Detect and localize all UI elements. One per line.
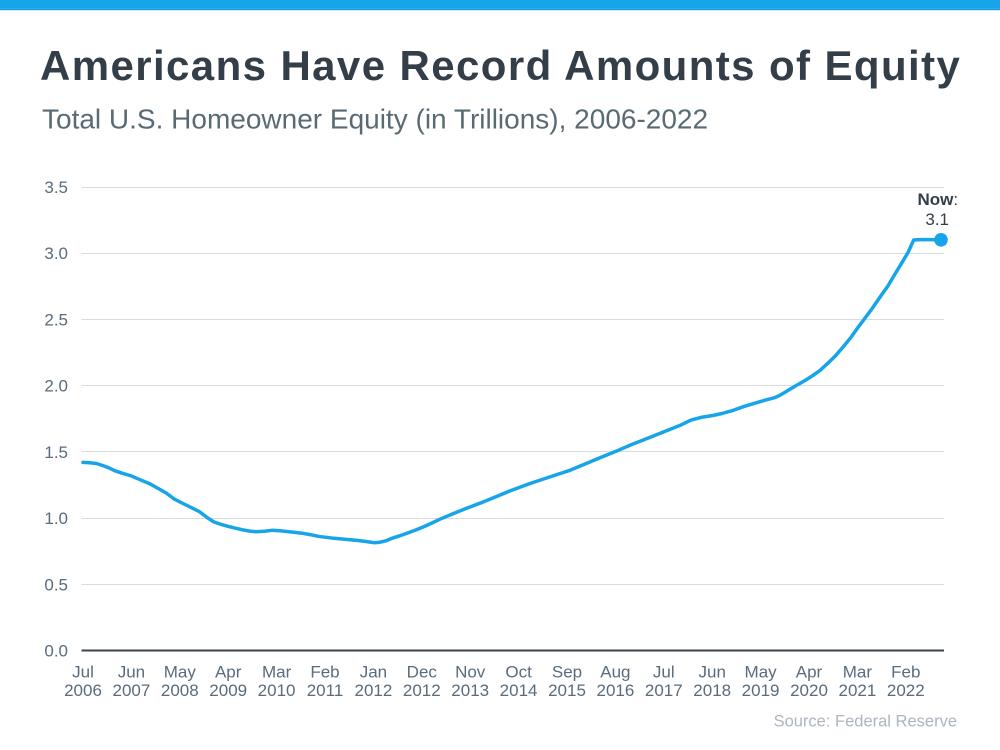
svg-text:Now:: Now: <box>918 190 959 209</box>
svg-text:0.5: 0.5 <box>44 575 68 594</box>
svg-text:3.5: 3.5 <box>44 178 68 197</box>
svg-text:Total U.S. Homeowner Equity (i: Total U.S. Homeowner Equity (in Trillion… <box>42 104 708 135</box>
svg-text:1.0: 1.0 <box>44 509 68 528</box>
svg-text:2.5: 2.5 <box>44 310 68 329</box>
svg-text:0.0: 0.0 <box>44 642 68 661</box>
svg-text:Source: Federal Reserve: Source: Federal Reserve <box>774 713 957 731</box>
svg-text:1.5: 1.5 <box>44 443 68 462</box>
svg-text:Americans Have Record Amounts: Americans Have Record Amounts of Equity <box>40 42 961 89</box>
svg-text:3.0: 3.0 <box>44 244 68 263</box>
svg-text:3.1: 3.1 <box>925 210 949 229</box>
svg-text:2.0: 2.0 <box>44 377 68 396</box>
